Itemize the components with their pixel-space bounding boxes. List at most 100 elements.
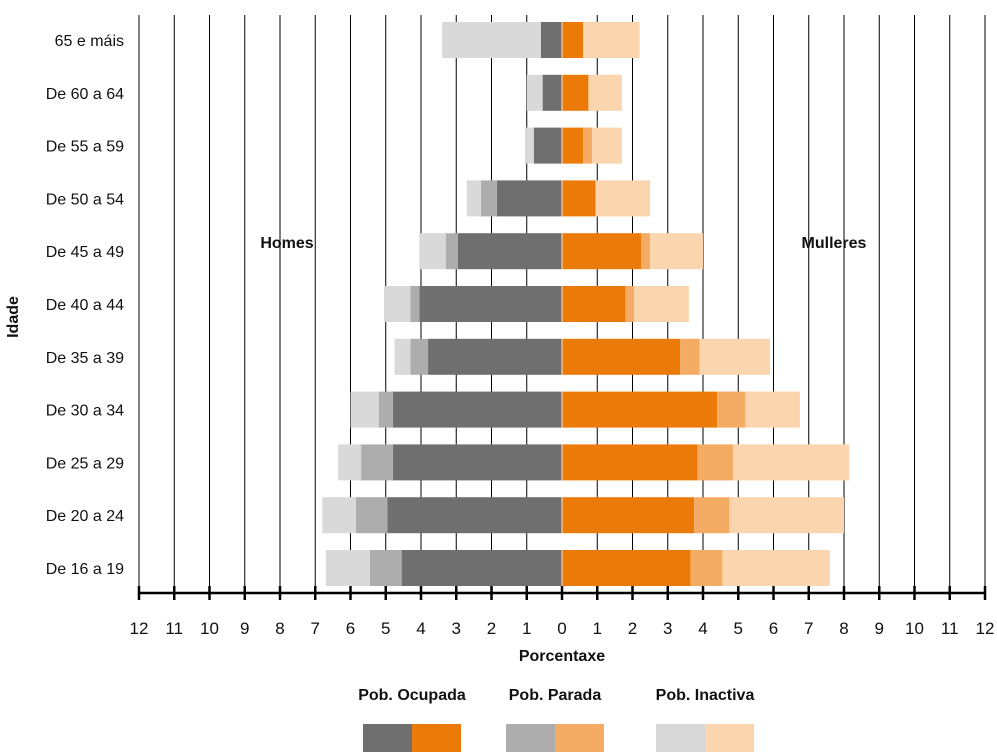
bar-men [542, 74, 562, 111]
x-tick-label: 7 [804, 619, 813, 638]
x-tick-label: 3 [452, 619, 461, 638]
bar-men [369, 550, 402, 586]
x-tick-label: 8 [839, 619, 848, 638]
x-tick-label: 6 [346, 619, 355, 638]
bar-men [524, 127, 534, 164]
bar-men [383, 286, 411, 322]
x-tick-label: 12 [976, 619, 995, 638]
bar-women [591, 127, 622, 164]
x-tick-label: 0 [557, 619, 566, 638]
bar-women [729, 497, 844, 534]
legend-swatch-men [656, 724, 705, 752]
x-tick-label: 3 [663, 619, 672, 638]
bar-men [540, 22, 562, 58]
bar-men [410, 286, 420, 322]
x-axis [137, 586, 987, 600]
legend-swatch-men [363, 724, 412, 752]
side-label-homes: Homes [260, 235, 313, 252]
legend-swatch-women [555, 724, 604, 752]
bar-men [401, 550, 562, 586]
bar-men [526, 74, 543, 111]
age-label: 65 e máis [55, 33, 124, 50]
x-tick-label: 2 [487, 619, 496, 638]
x-tick-label: 4 [698, 619, 707, 638]
bar-women [694, 497, 730, 534]
age-label: De 16 a 19 [46, 561, 124, 578]
bar-men [387, 497, 562, 534]
legend-swatch-men [506, 724, 555, 752]
bar-men [419, 286, 562, 322]
x-tick-label: 11 [941, 619, 959, 638]
bar-men [419, 233, 446, 270]
bar-men [410, 338, 429, 375]
bar-men [466, 180, 481, 217]
bar-men [394, 338, 411, 375]
bar-women [697, 444, 733, 481]
bar-women [562, 127, 584, 164]
bar-women [583, 22, 640, 58]
bar-men [442, 22, 541, 58]
bar-women [690, 550, 723, 586]
bar-women [717, 391, 746, 428]
age-label: De 60 a 64 [46, 86, 124, 103]
x-tick-label: 7 [311, 619, 320, 638]
x-tick-label: 9 [240, 619, 249, 638]
age-label: De 45 a 49 [46, 244, 124, 261]
age-label: De 40 a 44 [46, 297, 124, 314]
bar-women [562, 550, 691, 586]
bar-women [562, 444, 698, 481]
bar-men [361, 444, 393, 481]
x-tick-label: 1 [522, 619, 531, 638]
x-tick-label: 6 [769, 619, 778, 638]
legend-label: Pob. Parada [509, 687, 602, 704]
y-axis-title: Idade [5, 296, 22, 338]
legend-swatch-women [412, 724, 461, 752]
bar-women [680, 338, 700, 375]
x-tick-label: 8 [275, 619, 284, 638]
bar-men [392, 444, 562, 481]
bar-women [562, 22, 584, 58]
legend-swatch-women [705, 724, 754, 752]
bar-men [355, 497, 388, 534]
bar-men [480, 180, 497, 217]
x-tick-label: 10 [905, 619, 924, 638]
age-label: De 50 a 54 [46, 191, 124, 208]
bars [322, 20, 850, 593]
bar-women [562, 180, 596, 217]
bar-women [562, 286, 626, 322]
x-tick-label: 11 [165, 619, 183, 638]
bar-women [641, 233, 651, 270]
bar-men [496, 180, 562, 217]
bar-women [732, 444, 850, 481]
bar-women [588, 74, 622, 111]
age-label: De 55 a 59 [46, 139, 124, 156]
bar-men [378, 391, 393, 428]
bar-women [562, 74, 589, 111]
x-tick-label: 10 [200, 619, 219, 638]
bar-men [445, 233, 459, 270]
bar-women [650, 233, 703, 270]
age-label: De 20 a 24 [46, 508, 124, 525]
bar-women [562, 233, 642, 270]
age-label: De 25 a 29 [46, 455, 124, 472]
legend-label: Pob. Ocupada [358, 687, 466, 704]
x-tick-label: 2 [628, 619, 637, 638]
bar-women [595, 180, 651, 217]
bar-men [428, 338, 562, 375]
bar-women [625, 286, 635, 322]
bar-men [322, 497, 356, 534]
age-label: De 35 a 39 [46, 350, 124, 367]
bar-women [562, 338, 681, 375]
bar-men [325, 550, 370, 586]
x-tick-label: 1 [593, 619, 602, 638]
bar-men [458, 233, 562, 270]
age-label: De 30 a 34 [46, 403, 124, 420]
x-axis-title: Porcentaxe [519, 648, 605, 665]
bar-women [583, 127, 592, 164]
bar-men [350, 391, 379, 428]
bar-women [699, 338, 770, 375]
side-label-mulleres: Mulleres [802, 235, 867, 252]
x-tick-label: 5 [381, 619, 390, 638]
